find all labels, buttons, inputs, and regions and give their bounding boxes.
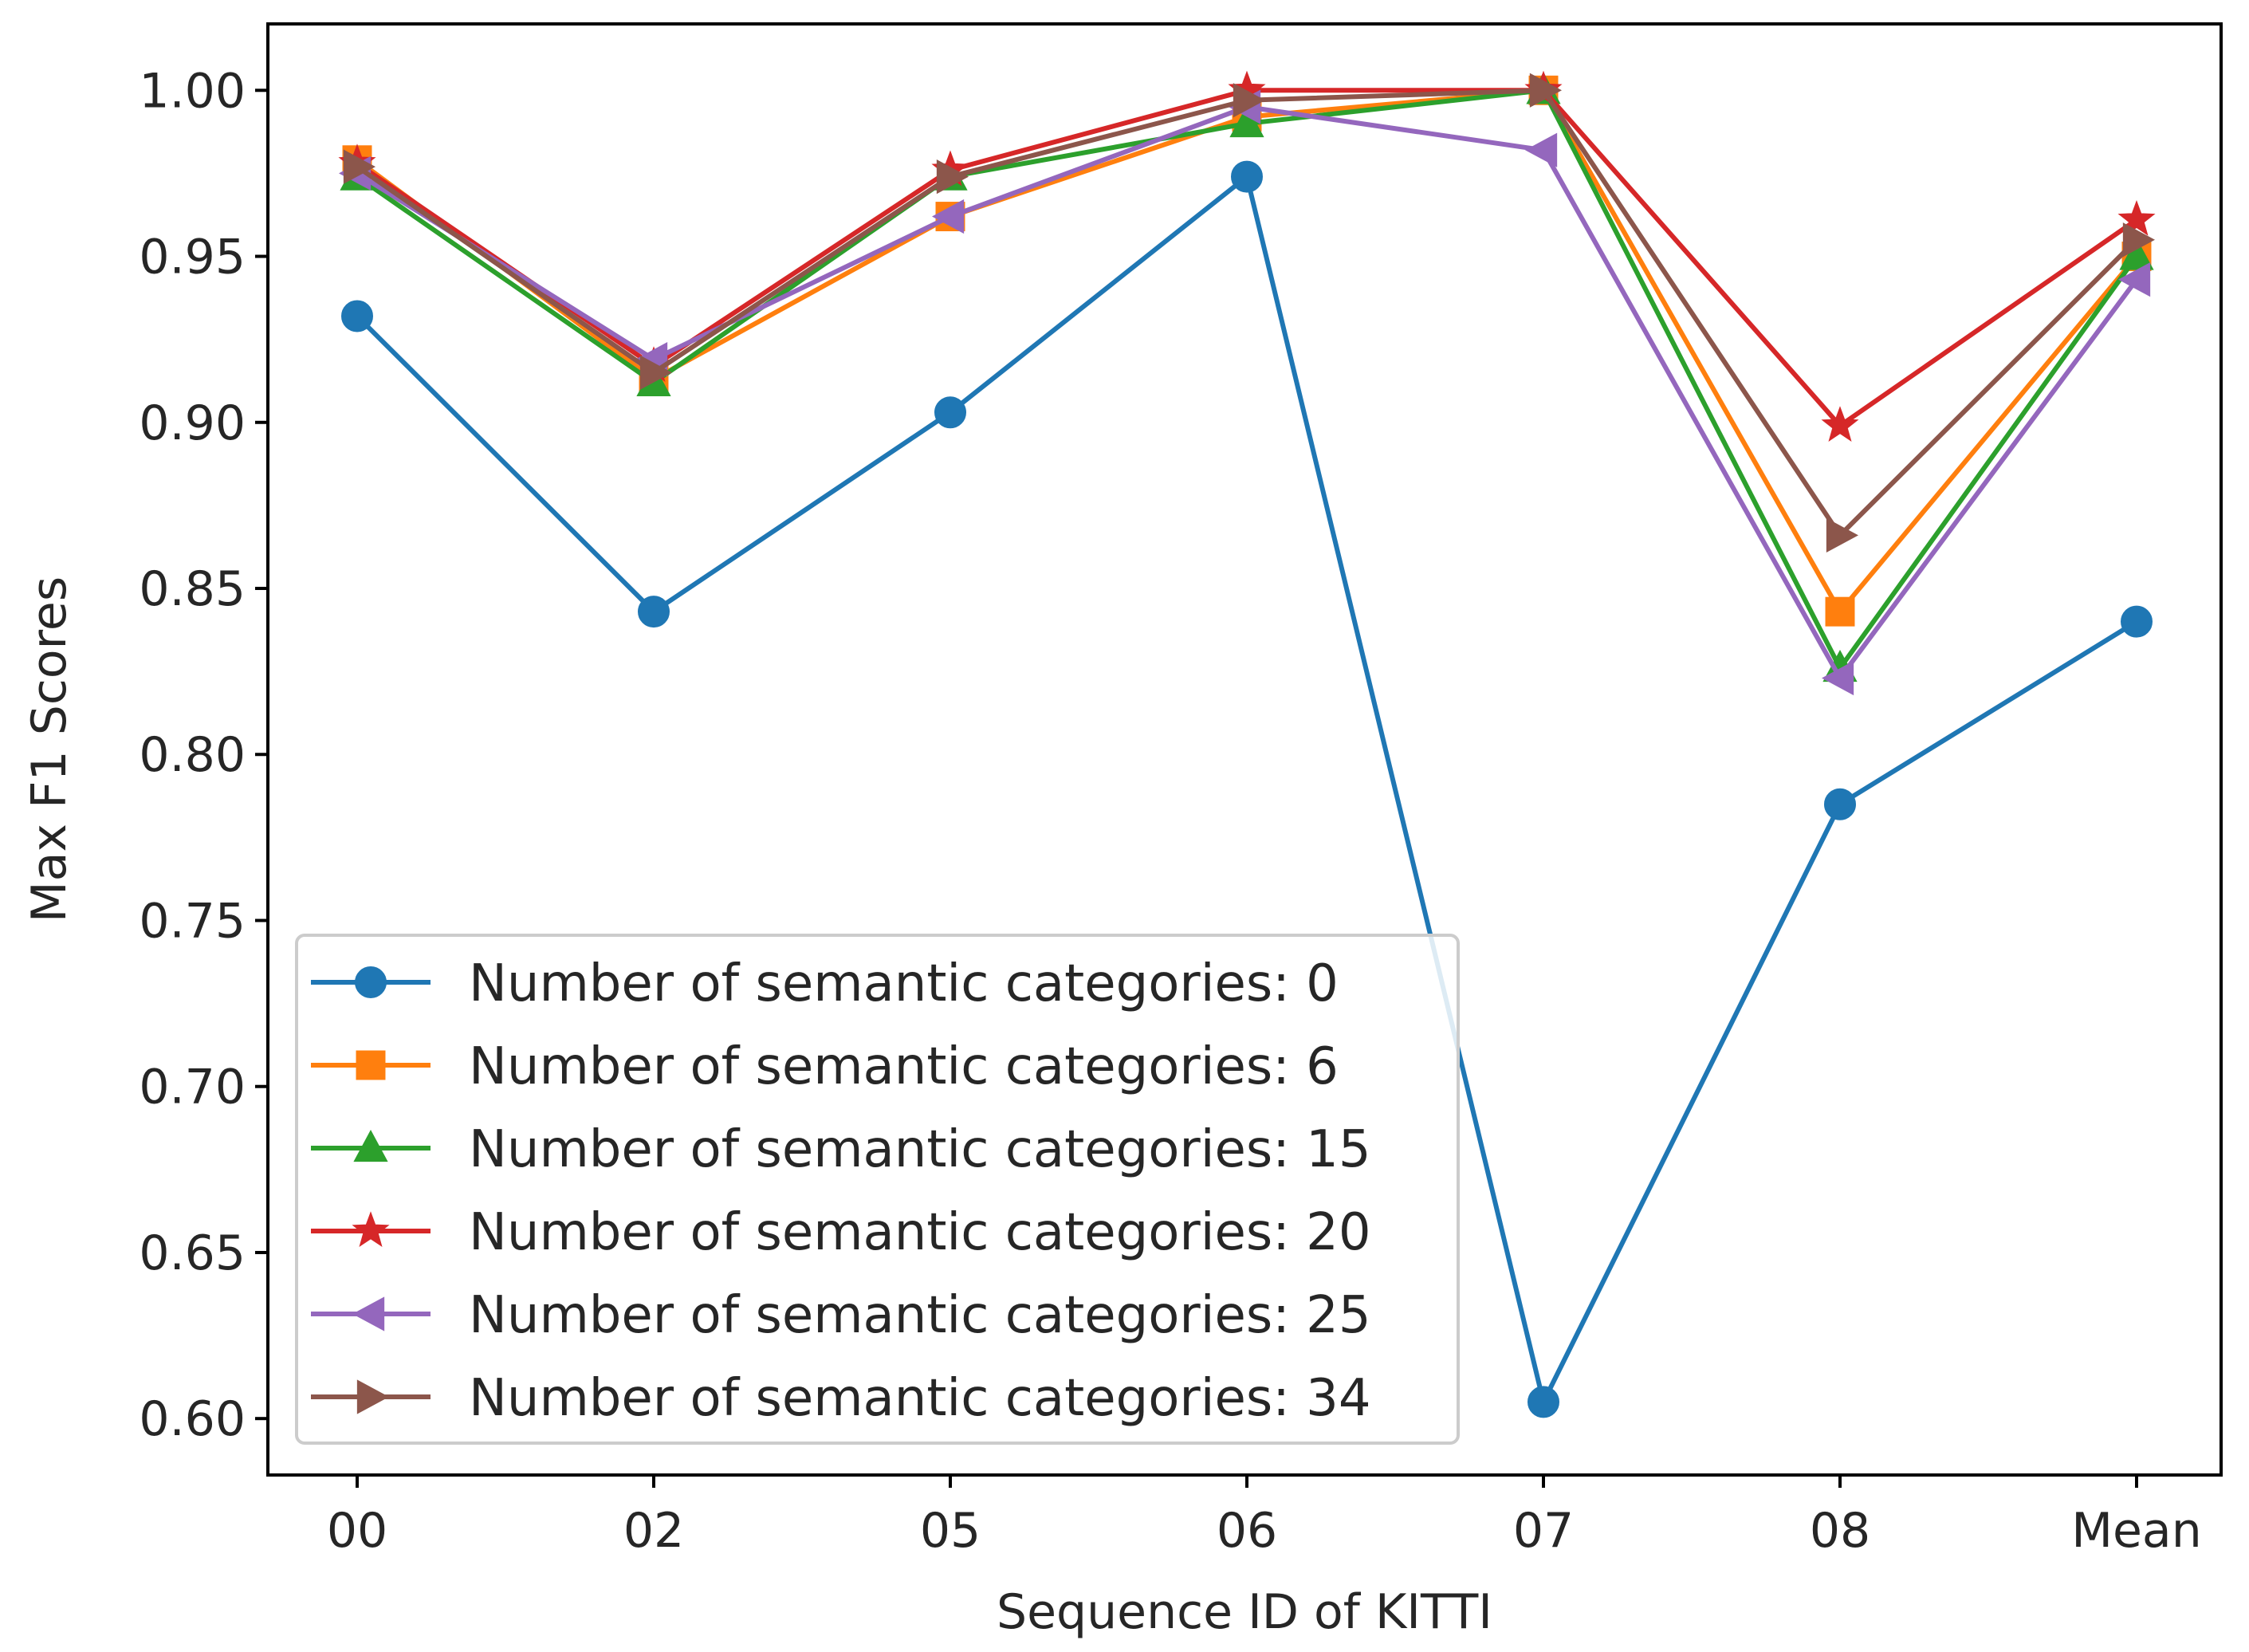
axes-frame [266, 22, 2223, 1477]
y-tick-label: 0.90 [139, 395, 246, 451]
legend-label: Number of semantic categories: 25 [469, 1286, 1371, 1345]
data-point [1233, 83, 1266, 118]
data-point [2122, 222, 2156, 258]
legend-item: Number of semantic categories: 0 [311, 954, 1339, 1013]
series-5 [343, 73, 2156, 553]
legend-marker [353, 1129, 388, 1162]
series-0 [341, 160, 2153, 1418]
legend-marker [352, 1211, 390, 1248]
data-point [1824, 788, 1856, 820]
legend-marker [356, 1050, 386, 1080]
series-1 [342, 75, 2152, 627]
data-point [1524, 132, 1558, 167]
y-tick-label: 0.70 [139, 1060, 246, 1115]
x-tick-label: 00 [327, 1503, 387, 1559]
data-point [1229, 104, 1264, 138]
x-tick-label: 07 [1513, 1503, 1574, 1559]
x-tick-label: 05 [920, 1503, 981, 1559]
x-tick-label: 02 [623, 1503, 684, 1559]
legend-item: Number of semantic categories: 34 [311, 1369, 1371, 1428]
legend-marker [352, 1296, 385, 1331]
data-point [2119, 238, 2154, 270]
legend-item: Number of semantic categories: 6 [311, 1037, 1339, 1096]
data-point [1528, 1386, 1559, 1418]
y-axis: 0.60 0.65 0.70 0.75 0.80 0.85 0.90 0.95 1.00 [139, 63, 268, 1447]
data-point [343, 149, 376, 184]
legend-marker [355, 966, 387, 998]
x-tick-label: Mean [2071, 1503, 2201, 1559]
legend-marker [356, 1379, 390, 1414]
legend-box [295, 934, 1460, 1445]
legend-item: Number of semantic categories: 25 [311, 1286, 1371, 1345]
data-point [936, 159, 969, 195]
data-point [934, 396, 966, 429]
y-tick-label: 0.80 [139, 727, 246, 783]
data-point [2117, 199, 2156, 236]
data-point [2117, 262, 2151, 297]
legend-item: Number of semantic categories: 20 [311, 1203, 1371, 1262]
data-point [1529, 73, 1563, 108]
x-axis-label: Sequence ID of KITTI [997, 1584, 1492, 1640]
legend: Number of semantic categories: 0 Number o… [295, 934, 1460, 1445]
data-point [1825, 596, 1855, 627]
x-tick-label: 06 [1217, 1503, 1277, 1559]
data-point [1231, 160, 1263, 193]
legend-label: Number of semantic categories: 15 [469, 1120, 1371, 1179]
data-point [1821, 660, 1854, 696]
legend-label: Number of semantic categories: 0 [469, 954, 1339, 1013]
y-tick-label: 0.75 [139, 893, 246, 949]
data-point [2121, 605, 2153, 638]
series-line [356, 88, 2139, 538]
data-point [931, 199, 965, 234]
data-point [341, 300, 373, 332]
x-axis: 00 02 05 06 07 08 Mean [327, 1475, 2202, 1559]
y-tick-label: 1.00 [139, 63, 246, 119]
data-point [638, 596, 670, 628]
y-tick-label: 0.95 [139, 230, 246, 285]
x-tick-label: 08 [1810, 1503, 1870, 1559]
legend-item: Number of semantic categories: 15 [311, 1120, 1371, 1179]
data-point [1826, 517, 1859, 553]
legend-label: Number of semantic categories: 34 [469, 1369, 1371, 1428]
y-tick-label: 0.60 [139, 1391, 246, 1447]
series-line [356, 88, 2138, 428]
y-axis-label: Max F1 Scores [22, 576, 77, 922]
y-tick-label: 0.65 [139, 1225, 246, 1281]
y-tick-label: 0.85 [139, 561, 246, 617]
legend-label: Number of semantic categories: 6 [469, 1037, 1339, 1096]
legend-label: Number of semantic categories: 20 [469, 1203, 1371, 1262]
data-point [1821, 406, 1859, 442]
plot-area [338, 70, 2156, 1418]
data-point [639, 355, 673, 390]
